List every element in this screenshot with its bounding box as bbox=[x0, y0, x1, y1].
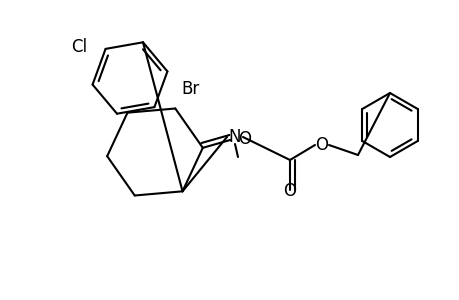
Text: O: O bbox=[283, 182, 296, 200]
Text: N: N bbox=[228, 128, 241, 146]
Text: O: O bbox=[237, 130, 250, 148]
Text: O: O bbox=[315, 136, 328, 154]
Text: Br: Br bbox=[181, 80, 199, 98]
Text: Cl: Cl bbox=[71, 38, 87, 56]
